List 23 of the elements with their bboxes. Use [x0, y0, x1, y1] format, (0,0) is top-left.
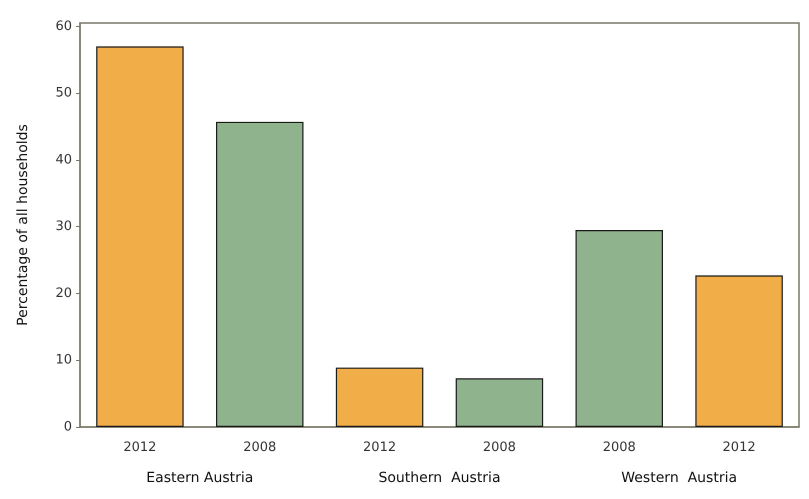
x-tick-label: 2008 — [243, 440, 276, 455]
y-tick-label: 40 — [55, 152, 72, 168]
bar — [336, 368, 424, 427]
y-tick-label: 0 — [64, 420, 72, 434]
text: Eastern Austria — [146, 470, 254, 486]
x-tick-label: 2012 — [123, 440, 156, 455]
text: Western Austria — [621, 470, 738, 486]
y-axis-title: Percentage of all households — [15, 124, 31, 326]
y-tick-label: 30 — [55, 219, 72, 234]
bar — [576, 230, 663, 427]
bar — [216, 122, 304, 427]
bar — [96, 46, 184, 427]
y-tick-label: 20 — [55, 286, 72, 301]
x-tick-label: 2012 — [363, 440, 396, 455]
x-tick-label: 2012 — [722, 440, 756, 455]
y-tick-label: 50 — [55, 86, 72, 101]
y-tick-label: 60 — [55, 18, 72, 34]
y-tick-label: 10 — [55, 352, 72, 368]
text: Southern Austria — [378, 470, 501, 486]
bar — [456, 378, 544, 427]
bar — [695, 275, 783, 427]
x-tick-label: 2008 — [602, 440, 636, 455]
x-tick-label: 2008 — [482, 440, 516, 455]
